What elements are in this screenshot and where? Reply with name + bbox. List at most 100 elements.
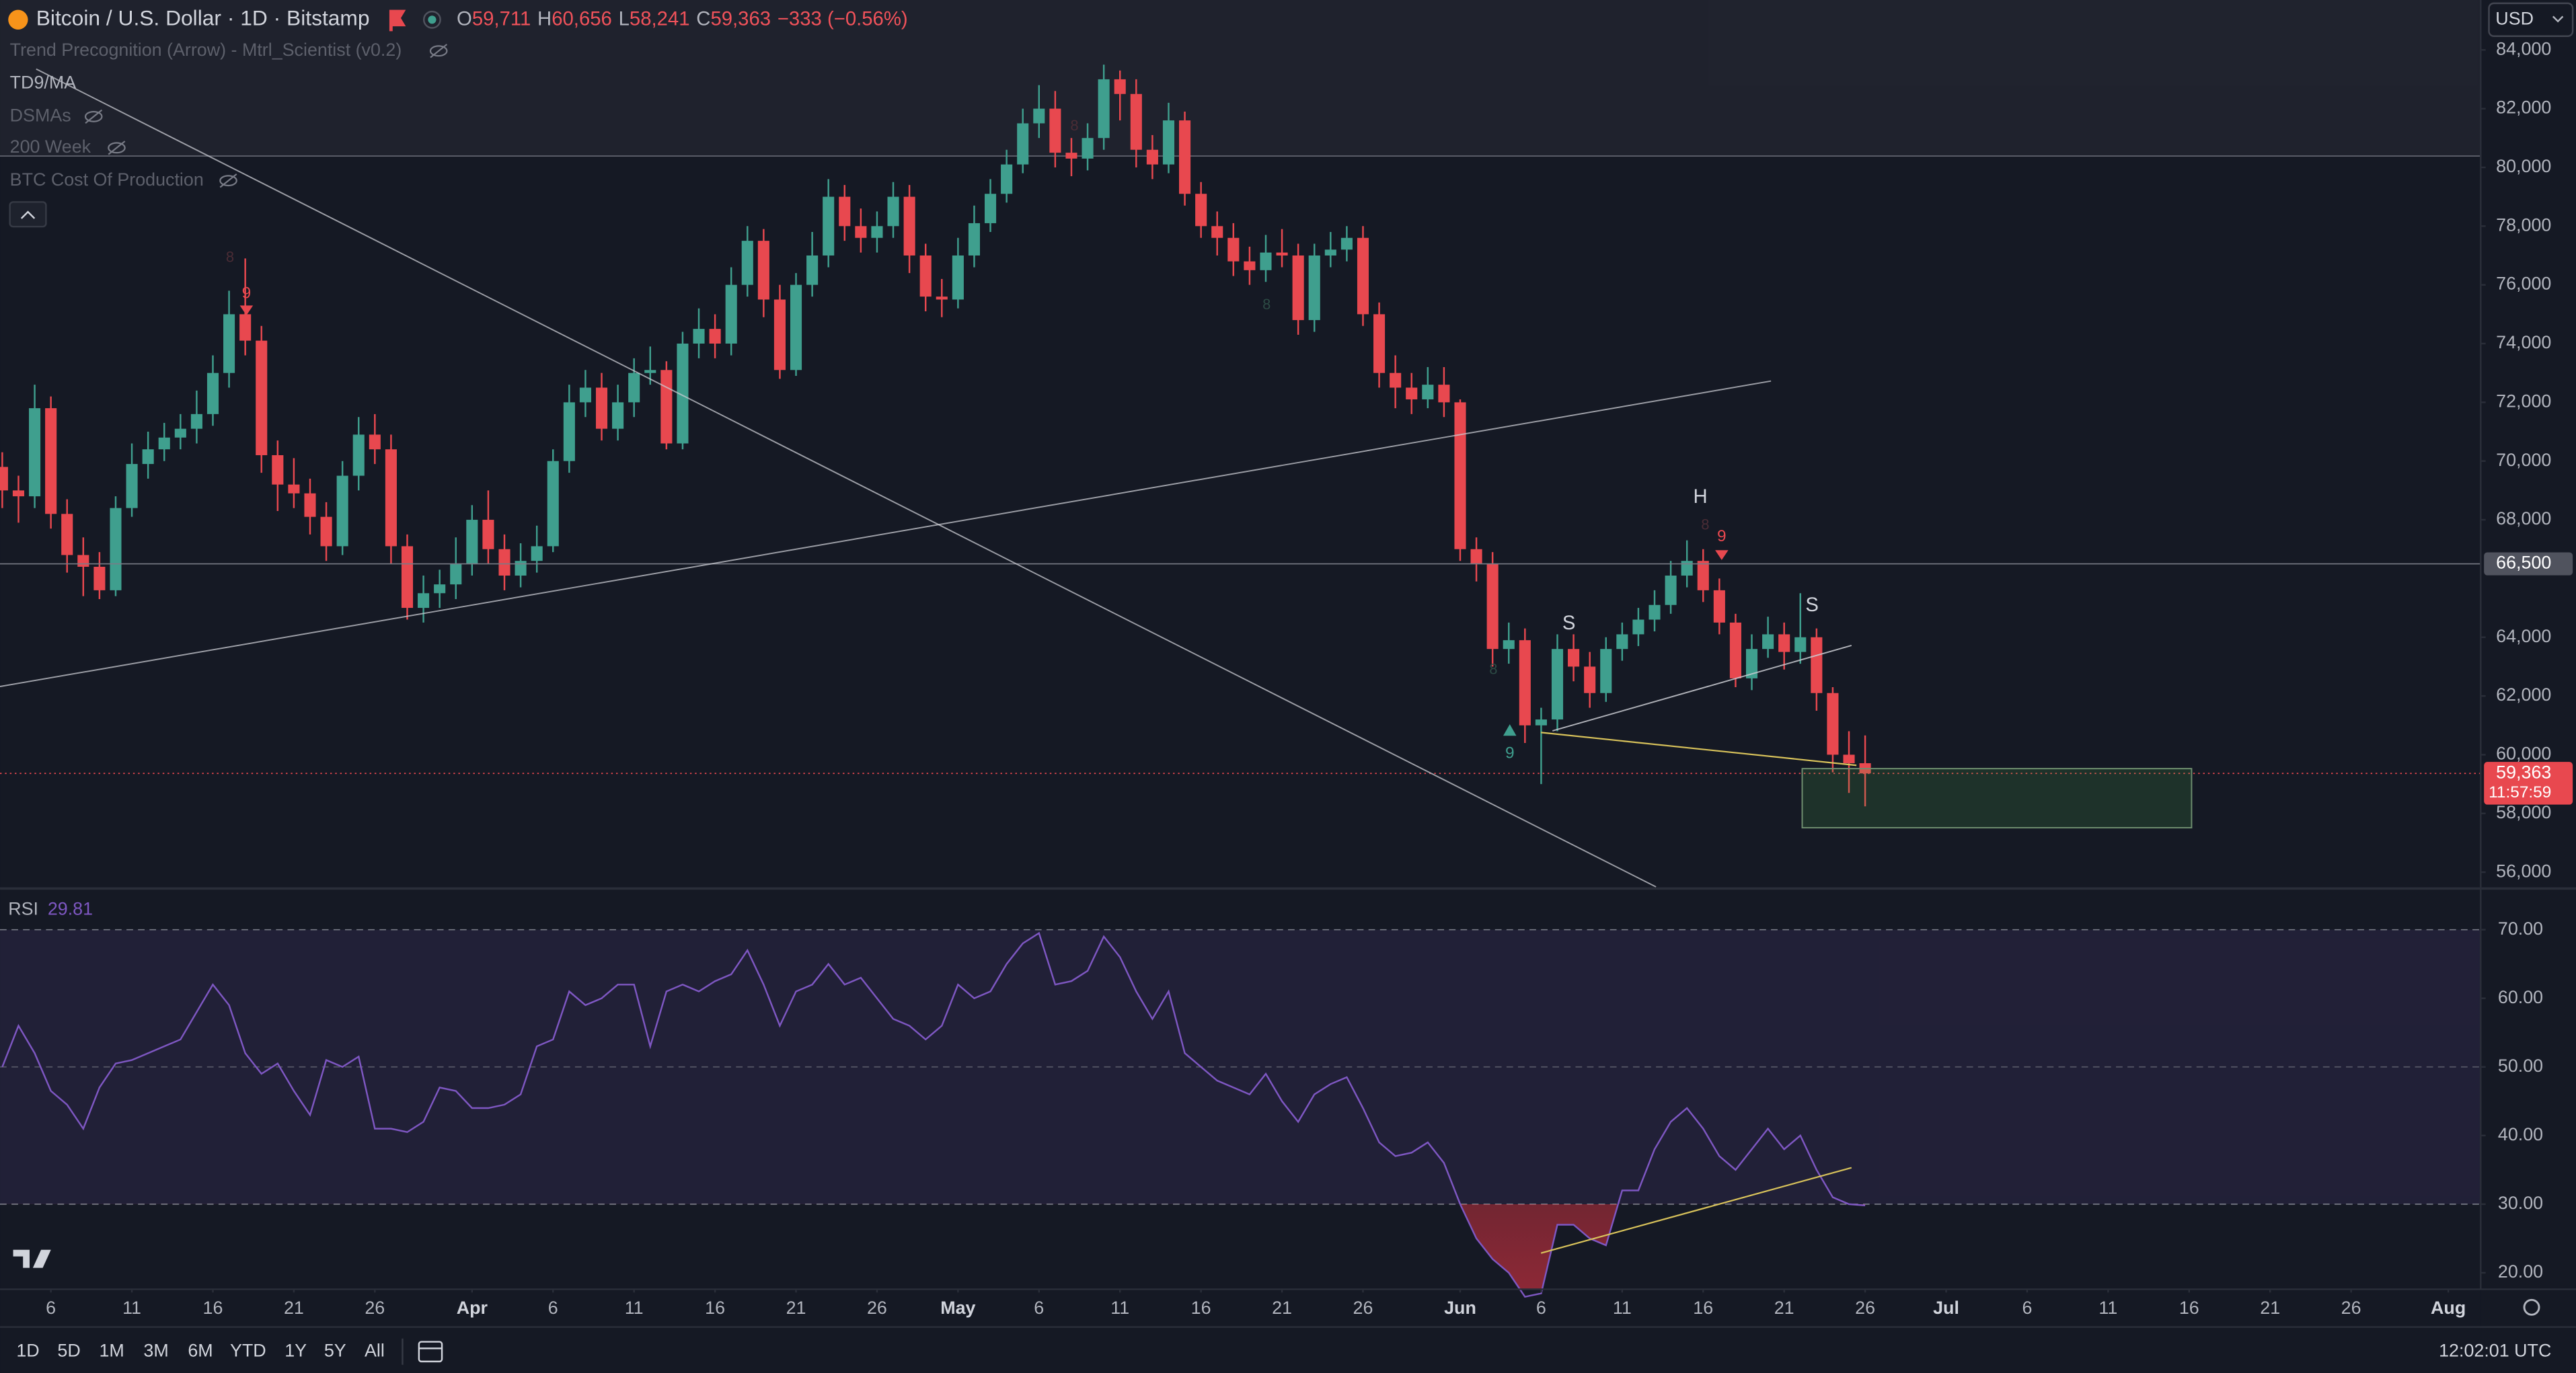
logo[interactable]	[13, 1249, 51, 1268]
y-tick-label: 70,000	[2496, 450, 2551, 470]
candle-body	[547, 461, 559, 547]
x-tick-label: 21	[786, 1298, 806, 1318]
candle-body	[223, 314, 235, 373]
candle-body	[644, 370, 656, 373]
symbol-title[interactable]: Bitcoin / U.S. Dollar · 1D · Bitstamp	[36, 6, 370, 30]
x-tick-label: 26	[365, 1298, 385, 1318]
candle-body	[239, 314, 252, 341]
candle-body	[1082, 138, 1094, 159]
range-button[interactable]: 6M	[188, 1340, 213, 1360]
candle-body	[741, 241, 753, 285]
candle-body	[968, 223, 981, 256]
indicator-label[interactable]: TD9/MA	[10, 73, 77, 93]
pattern-label: S	[1562, 612, 1576, 634]
candle-body	[936, 297, 948, 300]
range-button[interactable]: 1Y	[285, 1340, 307, 1360]
candle-body	[1438, 385, 1450, 403]
y-tick-label: 78,000	[2496, 214, 2551, 235]
candle-body	[1324, 249, 1336, 256]
indicator-label[interactable]: BTC Cost Of Production	[10, 169, 204, 190]
y-tick-label: 70.00	[2498, 918, 2543, 939]
rsi-value: 29.81	[48, 898, 93, 918]
candle-body	[174, 428, 186, 438]
candle-body	[352, 434, 365, 476]
candle-body	[1519, 640, 1531, 725]
candle-body	[1568, 649, 1580, 667]
ohlc-label: C	[696, 7, 710, 30]
range-button[interactable]: All	[365, 1340, 385, 1360]
candle-body	[1292, 255, 1304, 321]
currency-button[interactable]	[2488, 2, 2574, 37]
eye-icon[interactable]	[429, 45, 448, 57]
eye-slash	[108, 141, 126, 155]
indicator-label[interactable]: Trend Precognition (Arrow) - Mtrl_Scient…	[10, 40, 402, 60]
range-button[interactable]: 5Y	[324, 1340, 346, 1360]
indicator-label[interactable]: 200 Week	[10, 136, 91, 157]
candle-body	[498, 549, 510, 576]
candle-body	[1098, 79, 1110, 139]
eye-icon[interactable]	[219, 175, 237, 187]
eye-icon[interactable]	[108, 142, 126, 154]
candle-body	[29, 408, 41, 497]
candle-body	[206, 372, 219, 414]
ohlc-values: O59,711 H60,656 L58,241 C59,363 −333 (−0.56%…	[457, 7, 908, 30]
candle-body	[126, 464, 138, 508]
ohlc-value: 58,241	[630, 7, 690, 30]
candle-body	[466, 520, 478, 564]
rsi-divergence-line	[1540, 1167, 1852, 1254]
range-button[interactable]: 1D	[16, 1340, 39, 1360]
candle-body	[158, 437, 170, 450]
hidden-icons	[84, 44, 448, 188]
eye-slash	[219, 173, 237, 188]
candle-body	[1503, 640, 1515, 650]
clock[interactable]: 12:02:01 UTC	[2439, 1340, 2551, 1360]
x-tick-label: 11	[1613, 1298, 1632, 1318]
candle-body	[531, 546, 543, 561]
candle-body	[903, 196, 915, 256]
settings-icon[interactable]	[2523, 1298, 2540, 1316]
x-tick-label: 21	[284, 1298, 304, 1318]
collapse-button[interactable]	[9, 201, 47, 228]
td-count: 8	[226, 248, 234, 265]
eye-icon[interactable]	[84, 110, 103, 122]
rsi-legend: RSI 29.81	[8, 898, 93, 918]
candle-body	[693, 329, 705, 344]
x-tick-label: 6	[1536, 1298, 1546, 1318]
candle-body	[660, 370, 673, 444]
candle-body	[142, 449, 154, 465]
range-button[interactable]: 3M	[143, 1340, 168, 1360]
candle-body	[952, 255, 964, 300]
x-tick-label: 16	[1191, 1298, 1211, 1318]
x-tick-label: 6	[548, 1298, 558, 1318]
range-button[interactable]: 1M	[99, 1340, 124, 1360]
candle-body	[1114, 79, 1126, 94]
candle-body	[61, 514, 73, 555]
x-tick-label: 26	[867, 1298, 887, 1318]
x-tick-label: Apr	[457, 1298, 488, 1318]
header: Bitcoin / U.S. Dollar · 1D · Bitstamp O5…	[8, 2, 2574, 228]
flag-icon[interactable]	[389, 9, 406, 32]
divergence-line	[1541, 732, 1857, 767]
calendar-icon[interactable]	[418, 1341, 443, 1363]
y-tick-label: 84,000	[2496, 38, 2551, 58]
x-tick-label: 26	[2341, 1298, 2361, 1318]
candle-body	[320, 516, 332, 547]
zone-shade	[0, 0, 2481, 157]
range-button[interactable]: 5D	[57, 1340, 80, 1360]
x-tick-label: Aug	[2431, 1298, 2466, 1318]
candle-body	[369, 434, 381, 450]
y-tick-label: 72,000	[2496, 391, 2551, 411]
indicator-label[interactable]: DSMAs	[10, 106, 71, 126]
rsi-title[interactable]: RSI	[8, 898, 38, 918]
x-tick-label: Jun	[1444, 1298, 1476, 1318]
x-tick-label: 11	[2098, 1298, 2117, 1318]
candle-body	[45, 408, 57, 514]
td-count: 8	[1262, 296, 1271, 313]
ohlc-label: H	[537, 7, 552, 30]
candle-body	[677, 344, 689, 444]
candle-body	[1632, 619, 1644, 635]
range-button[interactable]: YTD	[230, 1340, 266, 1360]
candle-body	[1649, 604, 1661, 620]
candle-body	[757, 241, 769, 300]
candle-body	[1843, 754, 1855, 764]
